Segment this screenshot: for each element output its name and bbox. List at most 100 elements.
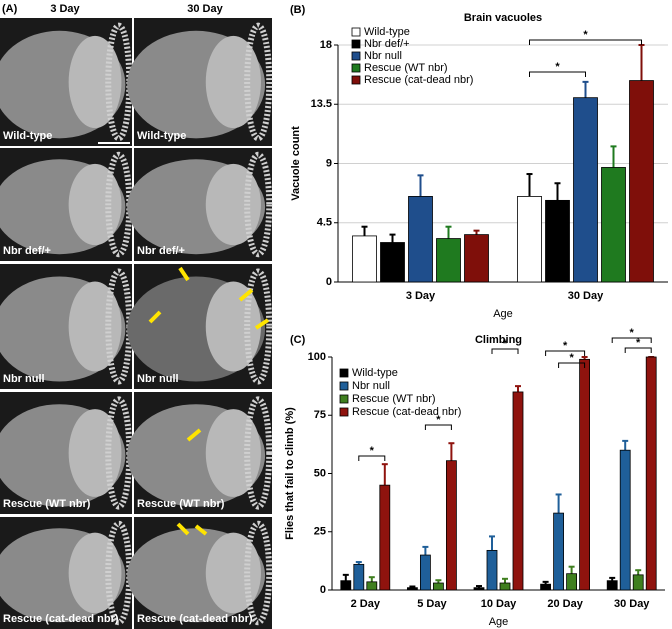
significance-bracket (491, 348, 519, 354)
retina (244, 22, 273, 142)
y-tick-label: 18 (320, 39, 332, 51)
genotype-label: Nbr null (3, 373, 45, 385)
legend-swatch (339, 407, 349, 417)
bar (366, 581, 378, 591)
x-tick-label: 2 Day (351, 598, 381, 610)
significance-bracket (529, 71, 586, 77)
arrow (178, 266, 190, 282)
y-tick-label: 75 (314, 409, 326, 421)
significance-star: * (569, 352, 574, 364)
bar (619, 449, 631, 591)
column-header: 3 Day (50, 3, 80, 15)
bar (380, 242, 405, 283)
y-axis-title: Flies that fail to climb (%) (284, 407, 296, 540)
bar (645, 356, 657, 591)
legend-label: Wild-type (352, 367, 398, 379)
bar (353, 563, 365, 591)
significance-bracket (624, 347, 652, 353)
significance-star: * (503, 338, 508, 350)
optic-lobe (205, 409, 261, 497)
arrow (238, 288, 254, 302)
significance-star: * (563, 340, 568, 352)
optic-lobe (205, 163, 261, 246)
legend-swatch (339, 394, 349, 404)
x-tick-label: 20 Day (547, 598, 583, 610)
optic-lobe (205, 532, 261, 614)
bar (629, 80, 654, 283)
bar (486, 549, 498, 591)
x-tick-label: 30 Day (568, 290, 604, 302)
bar (545, 199, 570, 283)
bar (340, 580, 352, 591)
y-tick-label: 50 (314, 467, 326, 479)
optic-lobe (68, 35, 122, 129)
significance-bracket (545, 350, 586, 356)
genotype-label: Rescue (WT nbr) (137, 498, 225, 510)
y-tick-label: 13.5 (311, 98, 332, 110)
legend-swatch (339, 368, 349, 378)
optic-lobe (68, 532, 122, 614)
bar (517, 196, 542, 283)
optic-lobe (68, 281, 122, 372)
legend-swatch (351, 27, 361, 37)
legend-label: Rescue (cat-dead nbr) (352, 406, 461, 418)
y-tick-label: 0 (326, 276, 332, 288)
bar (464, 234, 489, 283)
x-tick-label: 30 Day (614, 598, 650, 610)
bar (419, 554, 431, 591)
y-tick-label: 4.5 (317, 217, 332, 229)
legend-label: Nbr def/+ (364, 38, 410, 50)
significance-star: * (636, 337, 641, 349)
significance-star: * (630, 327, 635, 339)
significance-bracket (424, 424, 452, 430)
bar (632, 574, 644, 591)
panel-label: (C) (290, 334, 306, 346)
optic-lobe (68, 409, 122, 497)
legend-label: Nbr null (364, 50, 402, 62)
chart-title: Climbing (475, 334, 522, 346)
y-tick-label: 9 (326, 157, 332, 169)
x-axis-title: Age (489, 616, 509, 628)
legend-swatch (351, 39, 361, 49)
bar (408, 196, 433, 283)
legend-label: Rescue (WT nbr) (364, 62, 448, 74)
bar (436, 238, 461, 283)
bar (573, 97, 598, 283)
y-tick-label: 0 (320, 584, 326, 596)
significance-bracket (611, 337, 652, 343)
genotype-label: Nbr def/+ (137, 245, 185, 257)
x-tick-label: 3 Day (406, 290, 436, 302)
retina (244, 268, 273, 385)
legend-label: Wild-type (364, 26, 410, 38)
arrow (186, 428, 202, 442)
legend-swatch (351, 75, 361, 85)
significance-star: * (436, 414, 441, 426)
legend-label: Rescue (WT nbr) (352, 393, 436, 405)
bar (553, 512, 564, 591)
bar (352, 235, 377, 283)
bar (379, 484, 391, 591)
significance-star: * (370, 445, 375, 457)
x-tick-label: 10 Day (481, 598, 517, 610)
bar (499, 582, 511, 591)
bar (540, 583, 551, 591)
arrow (148, 310, 162, 324)
genotype-label: Rescue (WT nbr) (3, 498, 91, 510)
genotype-label: Wild-type (137, 130, 186, 142)
y-tick-label: 25 (314, 526, 326, 538)
genotype-label: Nbr def/+ (3, 245, 51, 257)
significance-bracket (358, 455, 386, 461)
optic-lobe (68, 163, 122, 246)
significance-star: * (583, 29, 588, 41)
bar (606, 580, 618, 591)
significance-star: * (555, 61, 560, 73)
legend-label: Nbr null (352, 380, 390, 392)
legend-swatch (351, 63, 361, 73)
genotype-label: Nbr null (137, 373, 179, 385)
chart-title: Brain vacuoles (464, 12, 542, 24)
bar (445, 460, 457, 591)
arrow (194, 524, 208, 536)
optic-lobe (205, 281, 261, 372)
x-tick-label: 5 Day (417, 598, 447, 610)
